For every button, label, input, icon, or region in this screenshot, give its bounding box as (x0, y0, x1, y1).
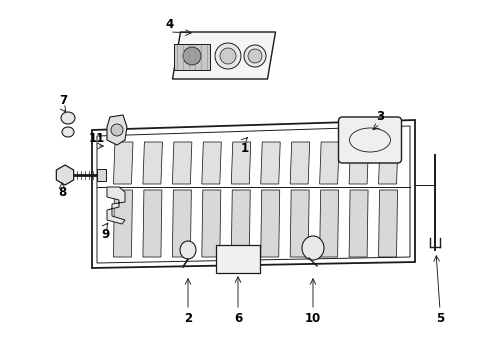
Ellipse shape (302, 236, 324, 260)
Polygon shape (378, 190, 397, 257)
Polygon shape (378, 142, 397, 184)
Polygon shape (231, 190, 250, 257)
Polygon shape (172, 190, 191, 257)
Text: 1: 1 (241, 141, 248, 154)
Circle shape (111, 124, 123, 136)
FancyBboxPatch shape (338, 117, 401, 163)
Polygon shape (172, 32, 275, 79)
Polygon shape (142, 190, 162, 257)
Polygon shape (172, 142, 191, 184)
Polygon shape (289, 190, 308, 257)
Ellipse shape (61, 112, 75, 124)
Bar (97, 169, 106, 181)
Polygon shape (202, 142, 221, 184)
Circle shape (220, 48, 236, 64)
Polygon shape (113, 142, 133, 184)
Polygon shape (260, 142, 280, 184)
Circle shape (244, 45, 265, 67)
Text: 5: 5 (435, 311, 443, 324)
Polygon shape (348, 190, 367, 257)
Text: 10: 10 (304, 311, 321, 324)
Polygon shape (113, 190, 132, 257)
Text: 3: 3 (375, 109, 383, 122)
Text: 8: 8 (58, 185, 66, 198)
Bar (216, 245, 260, 273)
Circle shape (247, 49, 262, 63)
Polygon shape (231, 142, 250, 184)
Polygon shape (92, 120, 414, 268)
Text: 6: 6 (233, 311, 242, 324)
Text: 2: 2 (183, 311, 192, 324)
Polygon shape (319, 190, 338, 257)
Text: 9: 9 (101, 229, 109, 242)
Text: 7: 7 (59, 94, 67, 107)
Text: 4: 4 (165, 18, 174, 31)
Polygon shape (107, 187, 125, 224)
Circle shape (183, 47, 201, 65)
Polygon shape (142, 142, 162, 184)
Polygon shape (260, 190, 279, 257)
Text: 11: 11 (89, 131, 105, 144)
Polygon shape (319, 142, 339, 184)
Circle shape (215, 43, 241, 69)
Polygon shape (348, 142, 368, 184)
Polygon shape (56, 165, 74, 185)
Ellipse shape (180, 241, 196, 259)
Ellipse shape (62, 127, 74, 137)
Polygon shape (202, 190, 221, 257)
Polygon shape (107, 115, 127, 145)
Bar (174, 44, 209, 70)
Polygon shape (289, 142, 309, 184)
